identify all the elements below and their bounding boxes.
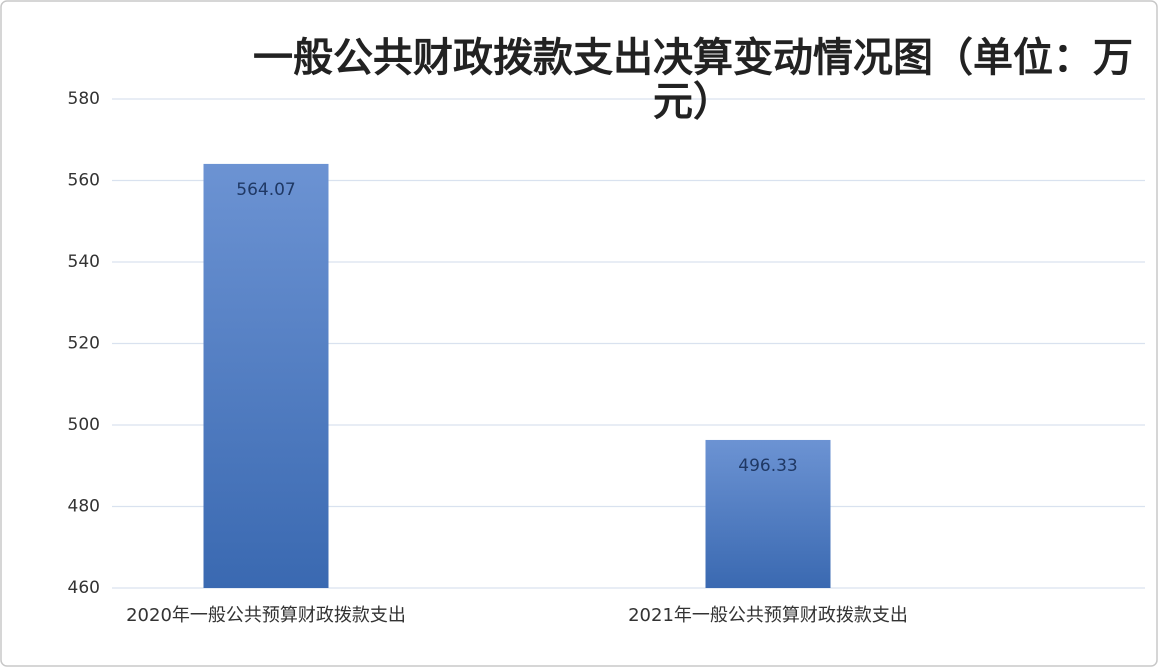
y-tick-label: 460 xyxy=(68,578,100,598)
y-tick-label: 560 xyxy=(68,171,100,191)
data-label: 496.33 xyxy=(738,456,797,476)
data-label: 564.07 xyxy=(236,180,295,200)
y-tick-label: 500 xyxy=(68,415,100,435)
y-tick-label: 540 xyxy=(68,252,100,272)
y-tick-label: 520 xyxy=(68,334,100,354)
bar xyxy=(203,163,329,589)
bar xyxy=(705,439,831,588)
y-tick-label: 580 xyxy=(68,89,100,109)
chart-title: 一般公共财政拨款支出决算变动情况图（单位：万元） xyxy=(253,35,1133,125)
x-tick-label: 2021年一般公共预算财政拨款支出 xyxy=(628,605,908,626)
y-tick-label: 480 xyxy=(68,497,100,517)
x-tick-label: 2020年一般公共预算财政拨款支出 xyxy=(126,605,406,626)
